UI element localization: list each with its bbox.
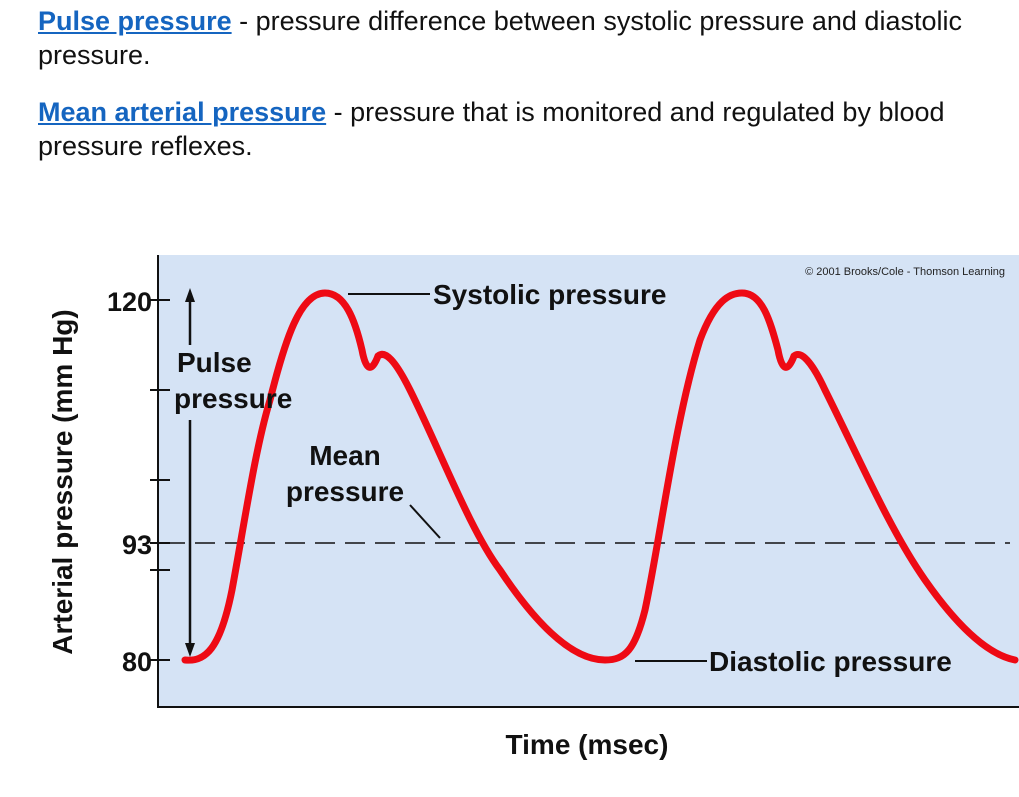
mean-leader	[409, 504, 441, 539]
copyright-notice: © 2001 Brooks/Cole - Thomson Learning	[805, 266, 1005, 278]
x-axis-label: Time (msec)	[506, 729, 669, 760]
pulse-pressure-label-2: pressure	[174, 383, 292, 414]
mean-pressure-label-2: pressure	[286, 476, 404, 507]
pressure-waveform	[181, 289, 1019, 664]
ytick-label-93: 93	[122, 530, 152, 560]
arrow-down-icon	[185, 643, 195, 657]
definition-mean-arterial-pressure: Mean arterial pressure - pressure that i…	[38, 95, 998, 163]
ytick-label-80: 80	[122, 647, 152, 677]
mean-arterial-pressure-link[interactable]: Mean arterial pressure	[38, 97, 327, 127]
arrow-up-icon	[185, 288, 195, 302]
definition-pulse-pressure: Pulse pressure - pressure difference bet…	[38, 4, 998, 72]
pulse-pressure-link[interactable]: Pulse pressure	[38, 6, 232, 36]
ytick-label-120: 120	[107, 287, 152, 317]
plot-background	[158, 255, 1019, 707]
mean-pressure-label-1: Mean	[309, 440, 381, 471]
y-axis-label: Arterial pressure (mm Hg)	[47, 309, 78, 654]
systolic-label: Systolic pressure	[433, 279, 666, 310]
definition-text: - pressure that is monitored and regulat…	[38, 97, 945, 161]
pulse-pressure-label-1: Pulse	[177, 347, 252, 378]
definition-text: - pressure difference between systolic p…	[38, 6, 962, 70]
diastolic-label: Diastolic pressure	[709, 646, 952, 677]
